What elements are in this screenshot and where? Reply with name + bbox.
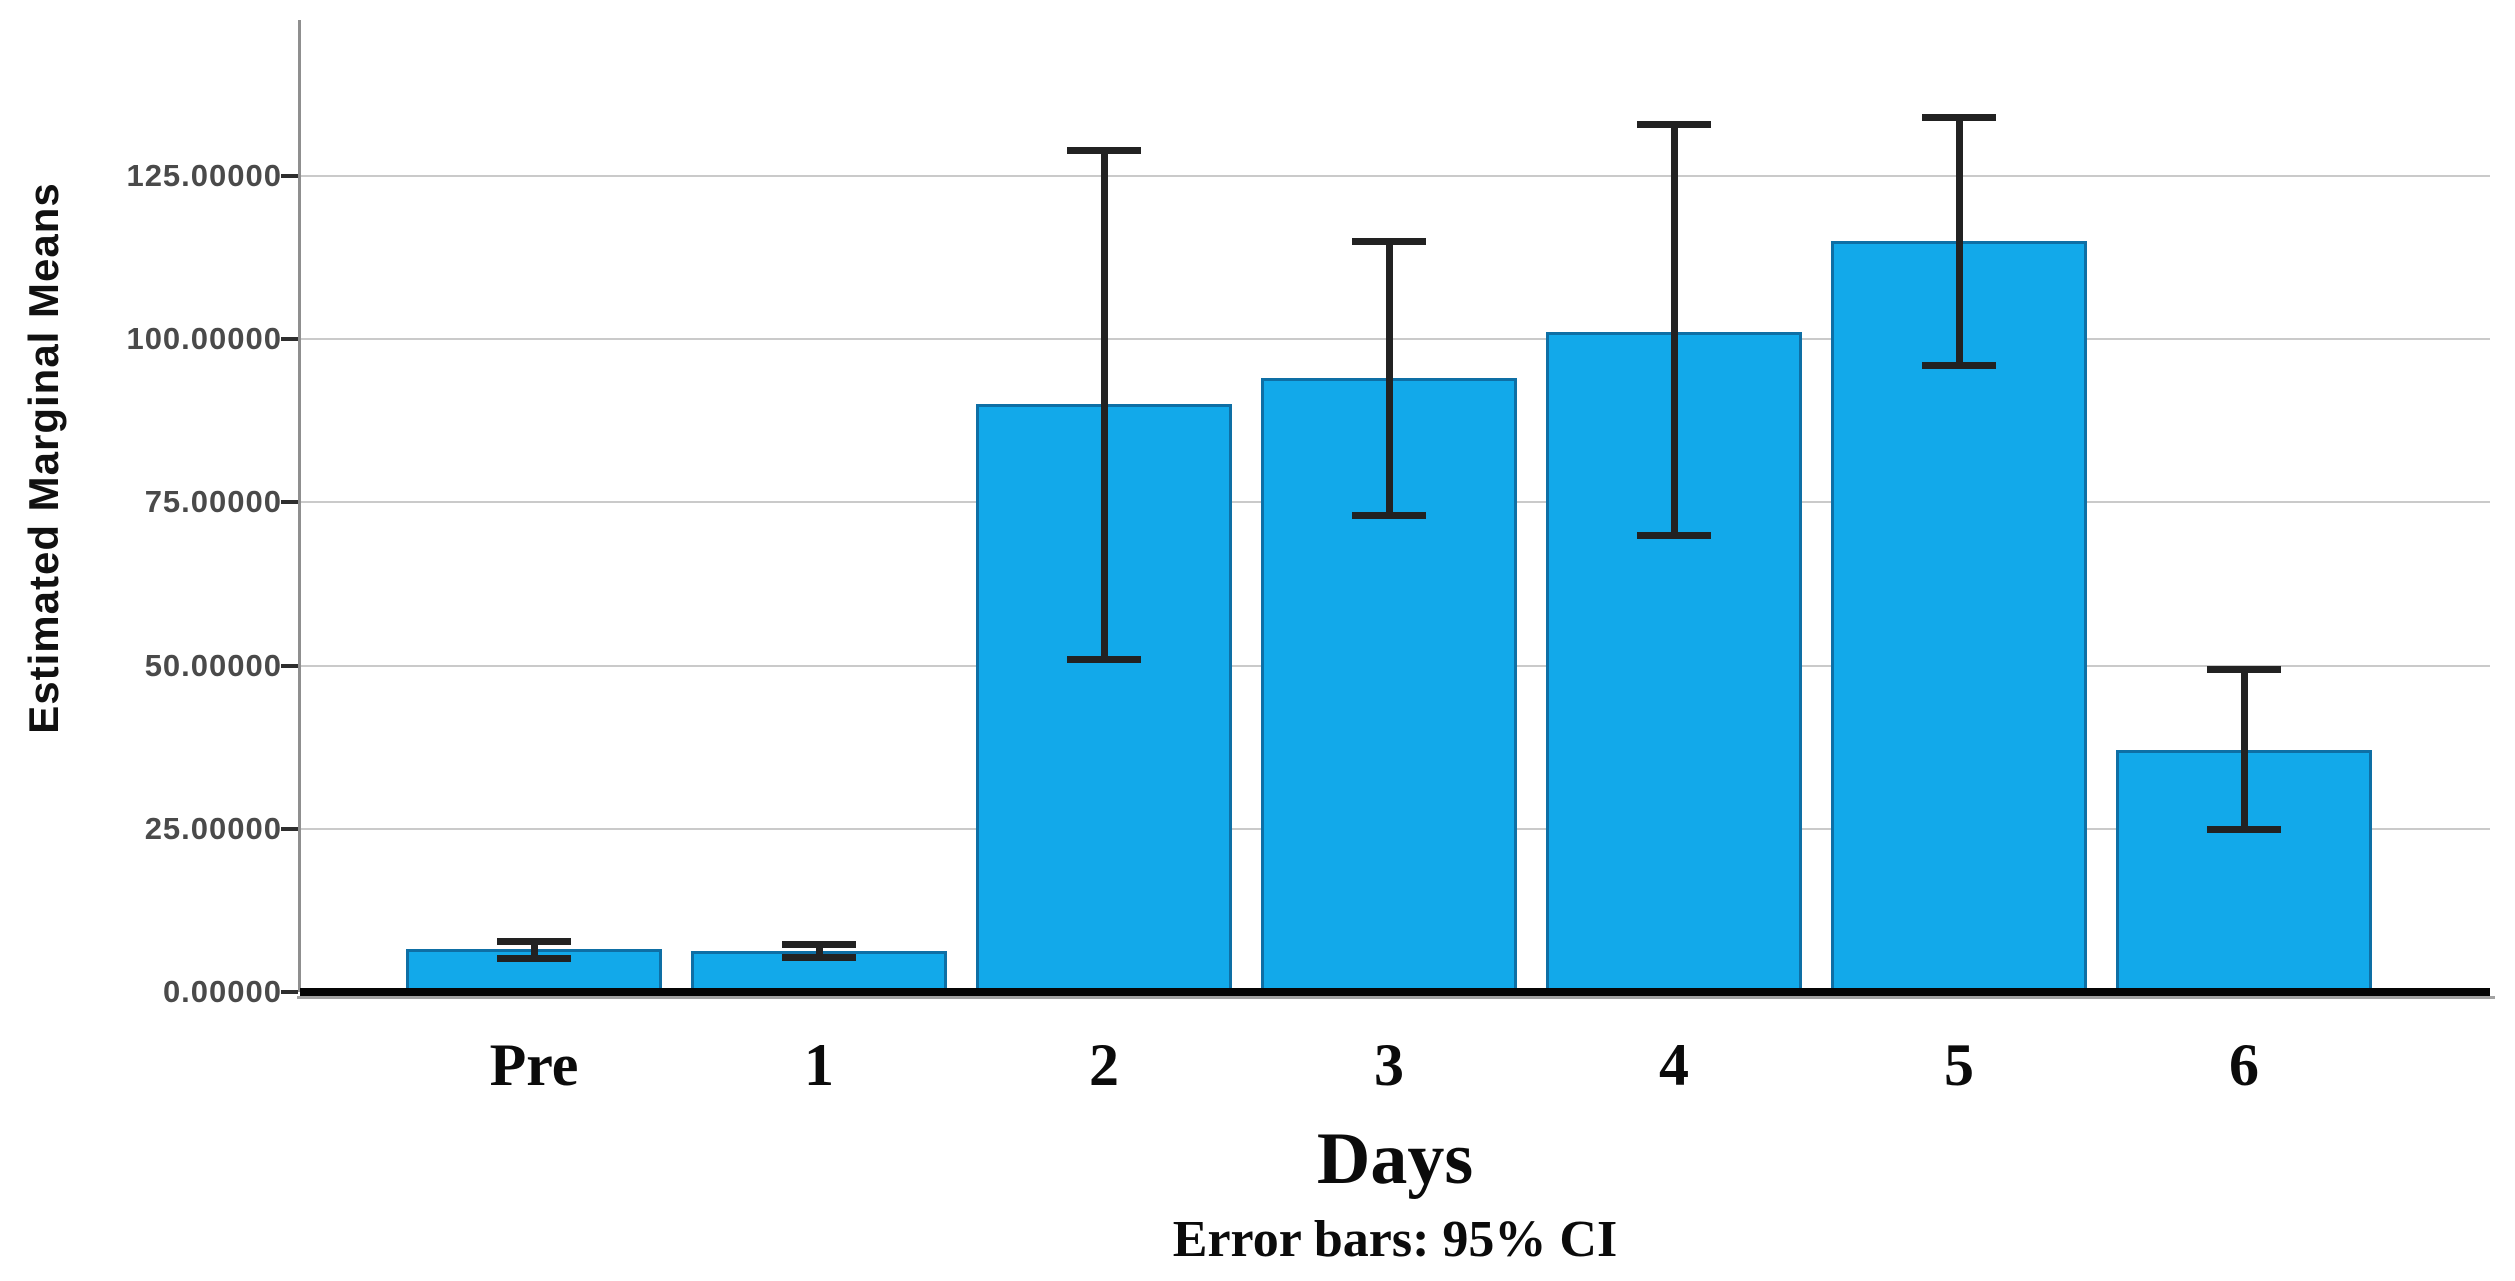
error-bar-cap (1922, 113, 1996, 121)
error-bar-stem (531, 941, 538, 959)
error-bar-stem (816, 943, 823, 958)
error-bar-cap (1637, 120, 1711, 128)
error-bar-cap (1637, 531, 1711, 539)
x-tick-label: 5 (1944, 1032, 1974, 1098)
y-axis-title: Estimated Marginal Means (20, 182, 67, 734)
y-tick-mark (281, 990, 298, 994)
x-tick-label: 2 (1089, 1032, 1119, 1098)
error-bar-cap (1067, 655, 1141, 663)
error-bar-cap (782, 940, 856, 948)
x-axis-title: Days (1316, 1118, 1474, 1200)
x-tick-label: 3 (1374, 1032, 1404, 1098)
x-tick-label: Pre (489, 1032, 579, 1098)
error-bar-cap (2207, 825, 2281, 833)
gridline (300, 174, 2490, 177)
error-bar-cap (1352, 238, 1426, 246)
y-tick-label: 125.00000 (126, 157, 282, 193)
error-bar-cap (497, 938, 571, 946)
y-tick-mark (281, 173, 298, 178)
error-bar-cap (497, 955, 571, 963)
error-bar-stem (2241, 668, 2248, 829)
y-tick-label: 25.00000 (144, 810, 282, 846)
error-bars-caption: Error bars: 95% CI (1172, 1211, 1618, 1268)
x-axis-baseline-shadow (297, 996, 2495, 999)
error-bar-cap (1067, 146, 1141, 154)
error-bar-stem (1386, 241, 1393, 516)
x-tick-label: 6 (2229, 1032, 2259, 1098)
x-axis-baseline (300, 988, 2490, 996)
error-bar-cap (2207, 665, 2281, 673)
error-bar-cap (1922, 362, 1996, 370)
error-bar-cap (782, 954, 856, 962)
error-bar-stem (1671, 123, 1678, 535)
bar (1261, 378, 1517, 992)
error-bar-cap (1352, 512, 1426, 520)
bar (1831, 241, 2087, 992)
x-tick-label: 1 (804, 1032, 834, 1098)
gridline (300, 338, 2490, 340)
y-tick-mark (281, 826, 298, 831)
y-tick-label: 100.00000 (126, 321, 282, 356)
y-tick-label: 0.00000 (162, 974, 282, 1009)
error-bar-stem (1101, 149, 1108, 659)
y-tick-label: 50.00000 (144, 647, 282, 683)
y-axis-line (298, 20, 301, 992)
x-tick-label: 4 (1659, 1032, 1689, 1098)
y-tick-mark (281, 337, 298, 341)
y-tick-label: 75.00000 (144, 484, 282, 520)
y-tick-mark (281, 500, 298, 505)
error-bar-stem (1956, 116, 1963, 366)
y-tick-mark (281, 663, 298, 668)
